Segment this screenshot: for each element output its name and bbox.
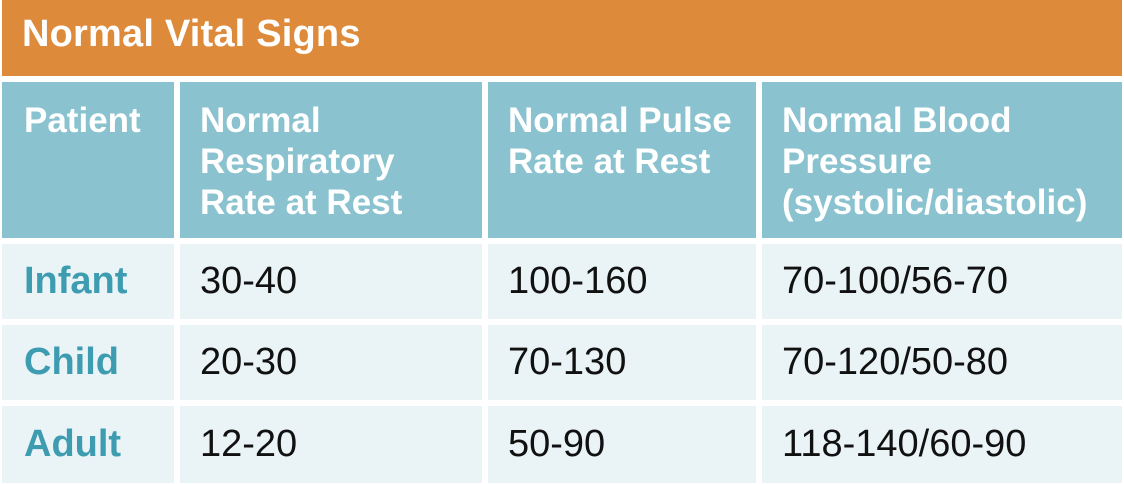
table-title: Normal Vital Signs	[22, 13, 361, 55]
cell-infant-pulse: 100-160	[488, 244, 756, 319]
cell-child-respiratory: 20-30	[180, 325, 482, 400]
cell-infant-blood-pressure: 70-100/56-70	[762, 244, 1122, 319]
row-label-infant: Infant	[2, 244, 174, 319]
header-respiratory-rate: Normal Respiratory Rate at Rest	[180, 82, 482, 238]
cell-adult-pulse: 50-90	[488, 406, 756, 483]
cell-child-pulse: 70-130	[488, 325, 756, 400]
header-patient: Patient	[2, 82, 174, 238]
header-pulse-rate: Normal Pulse Rate at Rest	[488, 82, 756, 238]
header-blood-pressure: Normal Blood Pressure (systolic/diastoli…	[762, 82, 1122, 238]
row-label-child: Child	[2, 325, 174, 400]
cell-infant-respiratory: 30-40	[180, 244, 482, 319]
title-bar: Normal Vital Signs	[2, 0, 1122, 76]
row-label-adult: Adult	[2, 406, 174, 483]
cell-child-blood-pressure: 70-120/50-80	[762, 325, 1122, 400]
cell-adult-blood-pressure: 118-140/60-90	[762, 406, 1122, 483]
vital-signs-table: Patient Normal Respiratory Rate at Rest …	[2, 82, 1122, 483]
cell-adult-respiratory: 12-20	[180, 406, 482, 483]
